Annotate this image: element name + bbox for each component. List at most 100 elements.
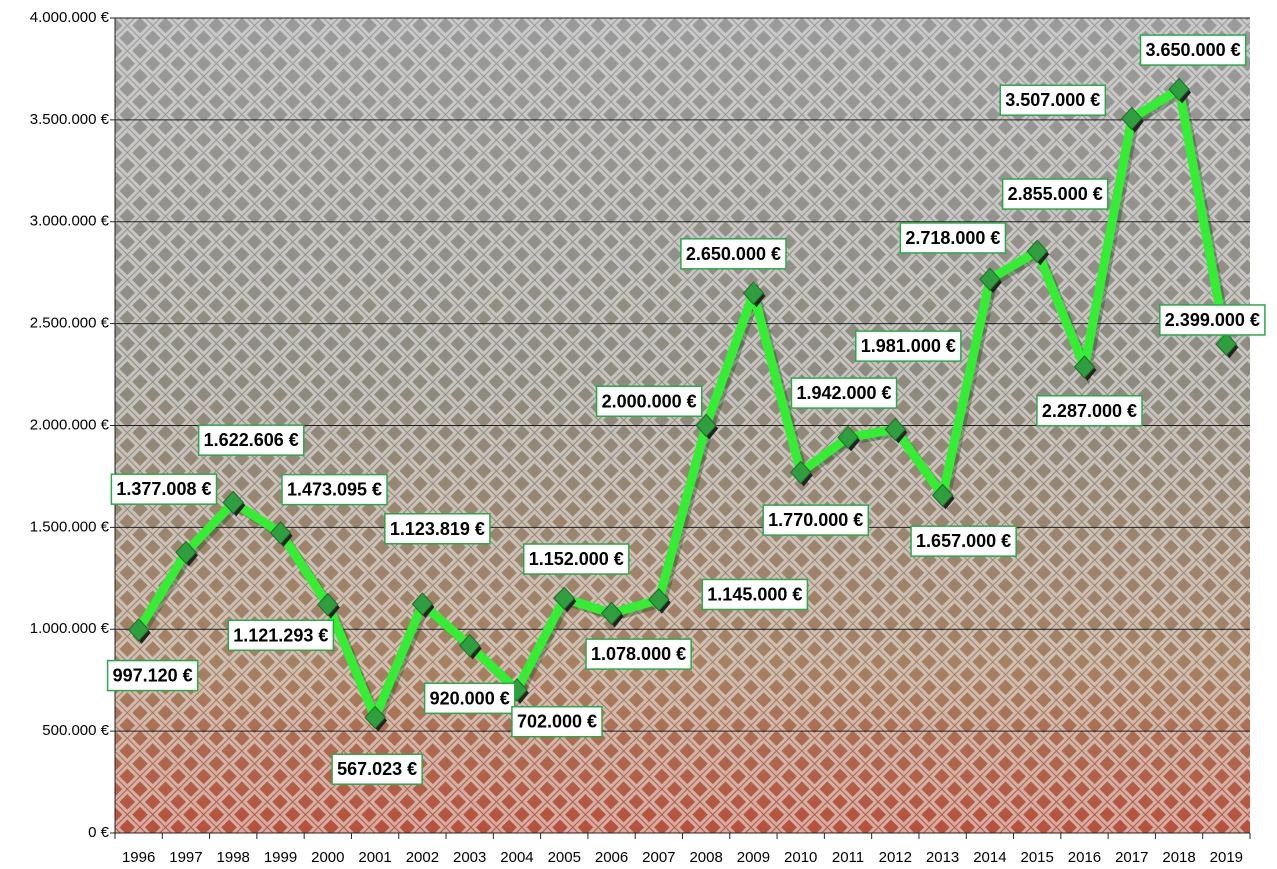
y-tick-label: 2.500.000 €	[30, 315, 110, 332]
y-tick-label: 2.000.000 €	[30, 416, 110, 433]
data-label-box	[384, 513, 491, 545]
marker	[648, 587, 670, 612]
data-label-box	[1001, 178, 1109, 210]
data-label-box	[680, 238, 787, 270]
marker	[222, 490, 244, 515]
data-label: 1.145.000 €	[707, 584, 802, 604]
marker	[695, 413, 717, 438]
data-label-group: 1.121.293 €	[227, 619, 335, 652]
marker	[1121, 106, 1143, 131]
y-tick-label: 3.000.000 €	[30, 213, 110, 230]
marker	[1073, 355, 1096, 379]
data-label-group: 1.145.000 €	[701, 578, 809, 611]
x-tick-label: 2015	[1021, 849, 1054, 866]
x-tick-label: 2012	[879, 849, 912, 866]
data-label: 1.078.000 €	[591, 644, 686, 664]
x-tick-label: 2013	[926, 849, 959, 866]
marker	[317, 592, 339, 617]
data-label-group: 3.507.000 €	[999, 84, 1107, 116]
data-label: 1.473.095 €	[287, 480, 382, 500]
data-label: 1.152.000 €	[529, 549, 624, 569]
marker	[127, 618, 150, 642]
data-label-group: 1.123.819 €	[384, 513, 491, 545]
data-label-box	[1159, 304, 1266, 336]
data-label-group: 1.942.000 €	[790, 377, 898, 409]
marker	[553, 586, 575, 611]
data-label-box	[197, 424, 305, 456]
data-label-group: 1.770.000 €	[762, 504, 870, 536]
data-label-group: 2.855.000 €	[1001, 178, 1109, 210]
data-label-box	[855, 330, 962, 362]
data-label: 702.000 €	[517, 712, 597, 732]
data-label: 1.622.606 €	[204, 430, 299, 450]
x-tick-label: 2001	[358, 849, 391, 866]
data-label-box	[1036, 395, 1143, 427]
x-tick-label: 2007	[642, 849, 675, 866]
marker	[364, 705, 386, 730]
data-label: 2.287.000 €	[1042, 401, 1137, 421]
marker	[1215, 332, 1238, 356]
data-label-box	[585, 638, 692, 670]
y-tick-label: 500.000 €	[42, 722, 109, 739]
data-label-box	[999, 84, 1107, 116]
data-label: 567.023 €	[337, 759, 417, 779]
data-label-group: 2.650.000 €	[680, 238, 787, 270]
marker	[175, 540, 197, 565]
data-label-box	[511, 705, 603, 738]
y-tick-label: 1.500.000 €	[30, 518, 110, 535]
data-label: 1.942.000 €	[796, 383, 891, 403]
data-label-box	[281, 473, 388, 506]
marker	[742, 281, 765, 305]
data-label-group: 567.023 €	[331, 753, 423, 785]
marker	[600, 601, 623, 626]
data-label: 1.657.000 €	[916, 531, 1011, 551]
x-tick-label: 2014	[973, 849, 1006, 866]
marker	[979, 267, 1001, 291]
data-label-group: 920.000 €	[423, 682, 516, 715]
x-tick-label: 2004	[500, 849, 533, 866]
data-label-group: 2.000.000 €	[595, 385, 703, 417]
data-label-group: 2.399.000 €	[1159, 304, 1266, 336]
x-tick-label: 2006	[595, 849, 628, 866]
data-label-group: 1.078.000 €	[585, 638, 692, 670]
data-label-box	[1139, 34, 1247, 66]
data-label-box	[227, 619, 335, 652]
x-tick-label: 2009	[737, 849, 770, 866]
data-label-group: 2.718.000 €	[899, 222, 1007, 254]
marker	[790, 460, 812, 485]
x-tick-label: 2008	[689, 849, 722, 866]
data-label-group: 1.473.095 €	[281, 473, 388, 506]
marker	[459, 633, 481, 658]
marker	[269, 521, 292, 545]
marker	[837, 425, 859, 450]
marker	[411, 592, 434, 616]
data-label-box	[790, 377, 898, 409]
data-label-box	[899, 222, 1007, 254]
y-tick-label: 3.500.000 €	[30, 111, 110, 128]
data-label-group: 3.650.000 €	[1139, 34, 1247, 66]
data-label-box	[331, 753, 423, 785]
x-tick-label: 2005	[548, 849, 581, 866]
data-label: 2.718.000 €	[905, 228, 1000, 248]
data-label-group: 1.981.000 €	[855, 330, 962, 362]
data-label: 2.000.000 €	[602, 391, 697, 411]
data-label-box	[701, 578, 809, 611]
data-label-box	[110, 473, 218, 505]
data-label: 2.855.000 €	[1008, 184, 1103, 204]
x-tick-label: 1997	[169, 849, 202, 866]
x-tick-label: 1999	[264, 849, 297, 866]
data-label-box	[762, 504, 870, 536]
data-label-box	[423, 682, 516, 715]
data-label-group: 997.120 €	[106, 659, 199, 692]
marker	[884, 417, 906, 442]
data-label: 1.981.000 €	[861, 336, 956, 356]
y-tick-label: 4.000.000 €	[30, 9, 110, 26]
x-tick-label: 1996	[122, 849, 155, 866]
line	[134, 84, 1231, 722]
marker	[931, 483, 954, 508]
data-label: 1.121.293 €	[233, 625, 328, 645]
data-label: 920.000 €	[430, 688, 510, 708]
data-label: 1.123.819 €	[390, 519, 485, 539]
data-label: 1.377.008 €	[116, 479, 211, 499]
x-tick-label: 2002	[406, 849, 439, 866]
